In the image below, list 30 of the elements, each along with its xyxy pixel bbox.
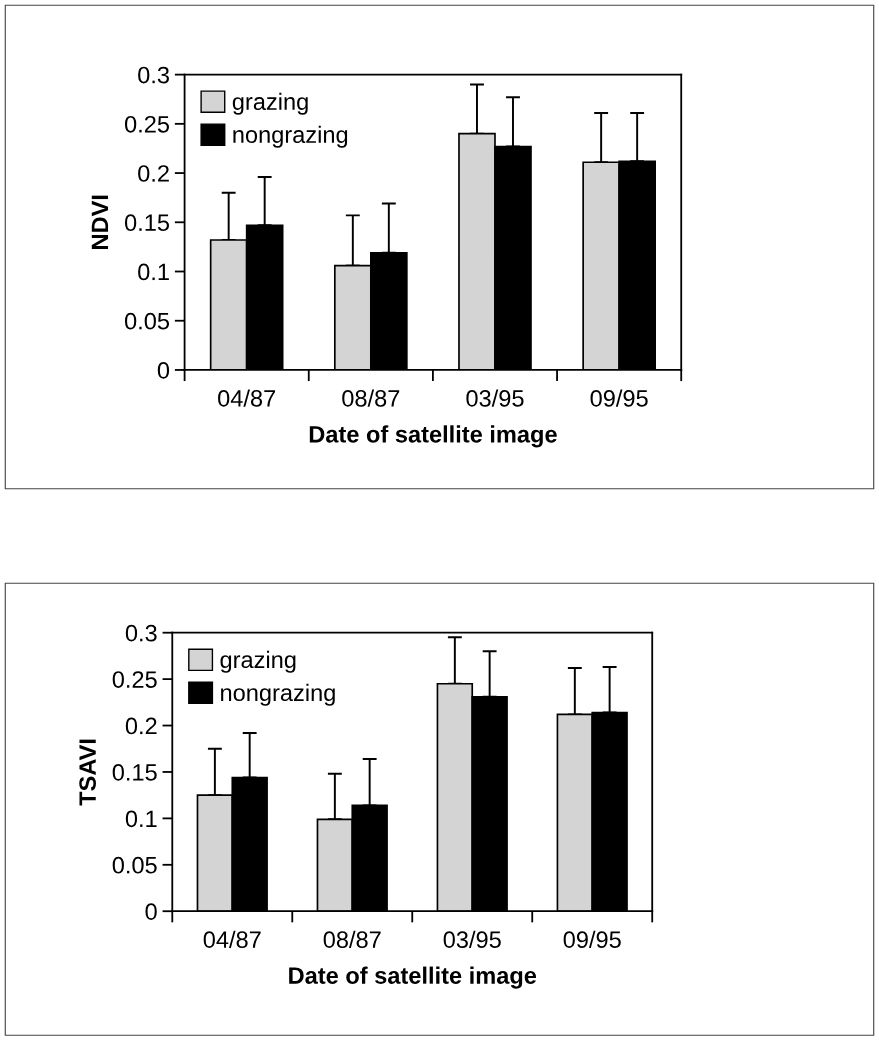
- y-axis-title: NDVI: [91, 195, 109, 249]
- y-tick-label: 0: [157, 362, 170, 379]
- x-tick-label: 08/87: [323, 930, 381, 948]
- y-tick-label: 0.05: [124, 312, 170, 330]
- y-tick-label: 0.15: [124, 214, 170, 232]
- y-tick-label: 0.1: [138, 263, 169, 281]
- y-tick-label: 0.1: [125, 810, 157, 828]
- y-tick-label: 0.25: [124, 115, 170, 133]
- y-tick-label: 0.2: [125, 717, 157, 735]
- legend-label: nongrazing: [233, 125, 348, 148]
- y-tick-label: 0.15: [112, 764, 157, 781]
- y-tick-label: 0.3: [125, 624, 157, 642]
- y-tick-label: 0.2: [138, 165, 169, 182]
- y-tick-label: 0.3: [138, 66, 169, 84]
- x-axis-title: Date of satellite image: [289, 966, 537, 989]
- y-tick-label: 0: [145, 903, 157, 920]
- x-tick-label: 08/87: [342, 389, 400, 407]
- y-axis-title: TSAVI: [79, 739, 96, 806]
- x-tick-label: 09/95: [590, 389, 648, 407]
- x-axis-title: Date of satellite image: [309, 425, 557, 448]
- x-tick-label: 04/87: [218, 389, 276, 407]
- x-tick-label: 03/95: [443, 930, 501, 948]
- legend-label: nongrazing: [221, 683, 335, 706]
- x-tick-label: 09/95: [563, 930, 621, 948]
- x-tick-label: 03/95: [466, 389, 524, 407]
- x-tick-label: 04/87: [203, 930, 261, 948]
- legend-label: grazing: [220, 650, 296, 673]
- y-tick-label: 0.05: [112, 856, 157, 874]
- legend-label: grazing: [232, 92, 308, 115]
- y-tick-label: 0.25: [112, 671, 157, 688]
